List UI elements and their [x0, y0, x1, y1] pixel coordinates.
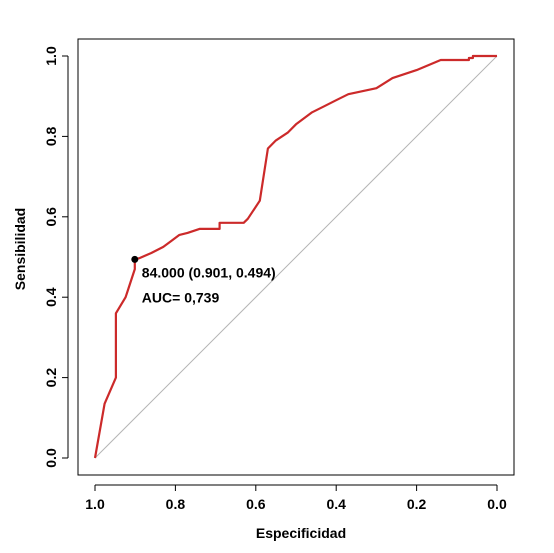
x-tick-label: 0.6 — [246, 496, 266, 512]
x-tick-label: 0.0 — [487, 496, 507, 512]
x-tick-label: 0.2 — [407, 496, 427, 512]
y-tick-label: 0.0 — [43, 448, 59, 468]
y-tick-label: 0.6 — [43, 207, 59, 227]
plot-frame — [77, 38, 515, 476]
threshold-annotation: 84.000 (0.901, 0.494) — [142, 264, 276, 280]
y-tick-label: 0.4 — [43, 287, 59, 307]
reference-diagonal — [94, 55, 498, 459]
y-axis-title: Sensibilidad — [12, 208, 28, 290]
x-tick-label: 1.0 — [85, 496, 105, 512]
highlight-point — [131, 255, 139, 263]
x-tick-label: 0.8 — [166, 496, 186, 512]
y-tick-label: 0.2 — [43, 368, 59, 388]
auc-annotation: AUC= 0,739 — [142, 289, 220, 305]
y-axis: 0.0 0.2 0.4 0.6 0.8 1.0 — [43, 46, 69, 468]
x-tick-label: 0.4 — [326, 496, 346, 512]
y-tick-label: 0.8 — [43, 126, 59, 146]
x-axis: 1.0 0.8 0.6 0.4 0.2 0.0 — [85, 484, 507, 512]
x-axis-title: Especificidad — [256, 525, 346, 541]
y-tick-label: 1.0 — [43, 46, 59, 66]
